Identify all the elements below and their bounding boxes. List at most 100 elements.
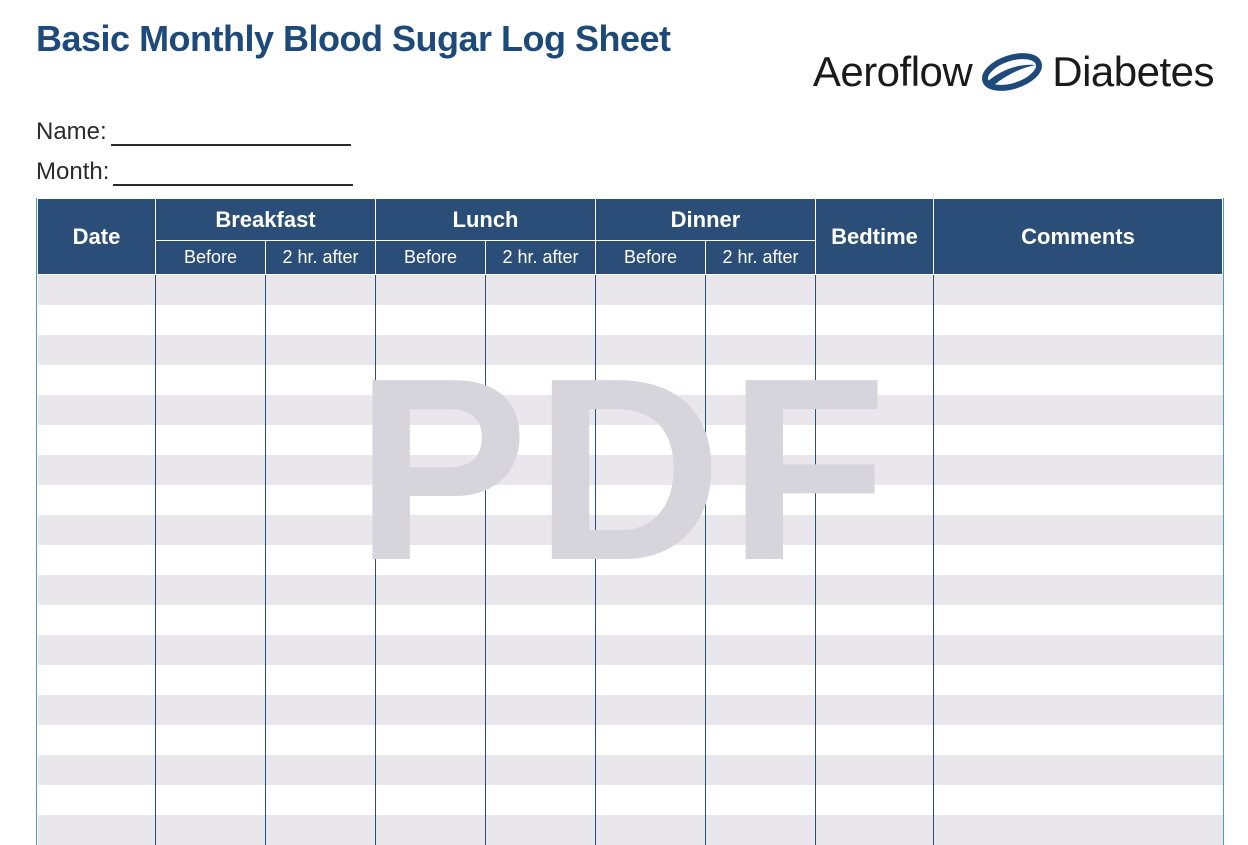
table-cell[interactable] bbox=[266, 275, 376, 305]
table-cell[interactable] bbox=[156, 755, 266, 785]
table-cell[interactable] bbox=[38, 365, 156, 395]
table-cell[interactable] bbox=[816, 485, 934, 515]
table-cell[interactable] bbox=[486, 395, 596, 425]
table-cell[interactable] bbox=[934, 365, 1223, 395]
table-cell[interactable] bbox=[376, 635, 486, 665]
table-cell[interactable] bbox=[376, 665, 486, 695]
table-cell[interactable] bbox=[816, 425, 934, 455]
table-cell[interactable] bbox=[486, 755, 596, 785]
table-cell[interactable] bbox=[706, 575, 816, 605]
table-cell[interactable] bbox=[816, 575, 934, 605]
table-cell[interactable] bbox=[596, 395, 706, 425]
table-cell[interactable] bbox=[816, 305, 934, 335]
table-cell[interactable] bbox=[816, 365, 934, 395]
table-cell[interactable] bbox=[816, 545, 934, 575]
table-cell[interactable] bbox=[156, 305, 266, 335]
table-cell[interactable] bbox=[934, 785, 1223, 815]
table-cell[interactable] bbox=[816, 515, 934, 545]
table-cell[interactable] bbox=[596, 305, 706, 335]
table-cell[interactable] bbox=[376, 425, 486, 455]
table-cell[interactable] bbox=[486, 815, 596, 845]
table-cell[interactable] bbox=[376, 725, 486, 755]
table-cell[interactable] bbox=[706, 275, 816, 305]
table-cell[interactable] bbox=[706, 335, 816, 365]
table-cell[interactable] bbox=[816, 335, 934, 365]
table-cell[interactable] bbox=[596, 275, 706, 305]
table-cell[interactable] bbox=[486, 275, 596, 305]
table-cell[interactable] bbox=[596, 455, 706, 485]
table-cell[interactable] bbox=[596, 785, 706, 815]
table-cell[interactable] bbox=[376, 785, 486, 815]
table-cell[interactable] bbox=[38, 785, 156, 815]
table-cell[interactable] bbox=[486, 635, 596, 665]
table-cell[interactable] bbox=[38, 545, 156, 575]
table-cell[interactable] bbox=[816, 395, 934, 425]
table-cell[interactable] bbox=[596, 635, 706, 665]
table-cell[interactable] bbox=[376, 755, 486, 785]
table-cell[interactable] bbox=[596, 725, 706, 755]
table-cell[interactable] bbox=[934, 305, 1223, 335]
table-cell[interactable] bbox=[934, 575, 1223, 605]
table-cell[interactable] bbox=[156, 545, 266, 575]
table-cell[interactable] bbox=[376, 395, 486, 425]
table-cell[interactable] bbox=[816, 725, 934, 755]
table-cell[interactable] bbox=[934, 545, 1223, 575]
table-cell[interactable] bbox=[596, 695, 706, 725]
table-cell[interactable] bbox=[934, 485, 1223, 515]
table-cell[interactable] bbox=[266, 515, 376, 545]
table-cell[interactable] bbox=[934, 455, 1223, 485]
table-cell[interactable] bbox=[266, 665, 376, 695]
table-cell[interactable] bbox=[156, 365, 266, 395]
table-cell[interactable] bbox=[38, 515, 156, 545]
table-cell[interactable] bbox=[266, 605, 376, 635]
table-cell[interactable] bbox=[596, 665, 706, 695]
table-cell[interactable] bbox=[596, 575, 706, 605]
table-cell[interactable] bbox=[596, 515, 706, 545]
table-cell[interactable] bbox=[934, 605, 1223, 635]
table-cell[interactable] bbox=[156, 665, 266, 695]
table-cell[interactable] bbox=[376, 485, 486, 515]
table-cell[interactable] bbox=[486, 725, 596, 755]
table-cell[interactable] bbox=[596, 605, 706, 635]
table-cell[interactable] bbox=[266, 545, 376, 575]
table-cell[interactable] bbox=[266, 395, 376, 425]
table-cell[interactable] bbox=[156, 485, 266, 515]
table-cell[interactable] bbox=[266, 785, 376, 815]
table-cell[interactable] bbox=[486, 485, 596, 515]
table-cell[interactable] bbox=[486, 665, 596, 695]
table-cell[interactable] bbox=[706, 815, 816, 845]
table-cell[interactable] bbox=[38, 485, 156, 515]
table-cell[interactable] bbox=[486, 515, 596, 545]
table-cell[interactable] bbox=[486, 695, 596, 725]
table-cell[interactable] bbox=[596, 545, 706, 575]
name-input-line[interactable] bbox=[111, 124, 351, 146]
table-cell[interactable] bbox=[266, 365, 376, 395]
table-cell[interactable] bbox=[376, 545, 486, 575]
table-cell[interactable] bbox=[376, 335, 486, 365]
table-cell[interactable] bbox=[596, 425, 706, 455]
table-cell[interactable] bbox=[706, 425, 816, 455]
table-cell[interactable] bbox=[38, 425, 156, 455]
table-cell[interactable] bbox=[486, 305, 596, 335]
table-cell[interactable] bbox=[38, 755, 156, 785]
table-cell[interactable] bbox=[486, 335, 596, 365]
table-cell[interactable] bbox=[266, 815, 376, 845]
table-cell[interactable] bbox=[266, 725, 376, 755]
table-cell[interactable] bbox=[706, 635, 816, 665]
table-cell[interactable] bbox=[38, 605, 156, 635]
month-input-line[interactable] bbox=[113, 164, 353, 186]
table-cell[interactable] bbox=[486, 455, 596, 485]
table-cell[interactable] bbox=[38, 335, 156, 365]
table-cell[interactable] bbox=[706, 755, 816, 785]
table-cell[interactable] bbox=[706, 305, 816, 335]
table-cell[interactable] bbox=[38, 725, 156, 755]
table-cell[interactable] bbox=[38, 815, 156, 845]
table-cell[interactable] bbox=[816, 275, 934, 305]
table-cell[interactable] bbox=[816, 635, 934, 665]
table-cell[interactable] bbox=[156, 455, 266, 485]
table-cell[interactable] bbox=[706, 665, 816, 695]
table-cell[interactable] bbox=[266, 335, 376, 365]
table-cell[interactable] bbox=[816, 785, 934, 815]
table-cell[interactable] bbox=[486, 365, 596, 395]
table-cell[interactable] bbox=[596, 485, 706, 515]
